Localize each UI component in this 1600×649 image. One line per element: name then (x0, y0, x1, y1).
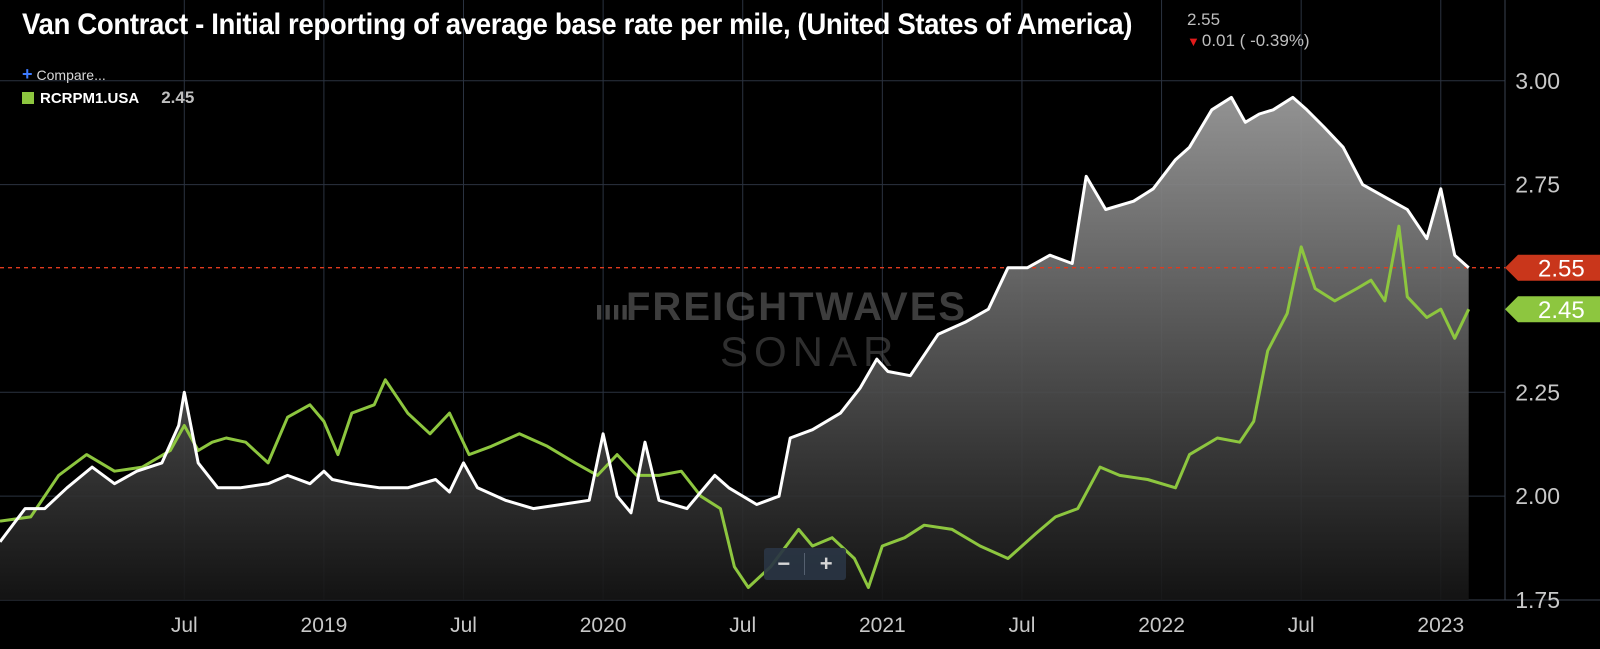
x-tick-label: Jul (450, 614, 477, 637)
x-tick-label: 2020 (580, 614, 627, 637)
zoom-out-button[interactable]: − (777, 551, 791, 576)
legend-item[interactable]: RCRPM1.USA 2.45 (22, 88, 194, 108)
down-arrow-icon: ▼ (1187, 34, 1200, 49)
last-value-flag-van-contract: 2.55 (1505, 254, 1600, 283)
x-tick-label: Jul (171, 614, 198, 637)
zoom-divider (804, 553, 806, 575)
change-indicator: ▼ 0.01 ( -0.39%) (1187, 31, 1310, 51)
flag-label: 2.45 (1538, 297, 1585, 324)
flag-shape (1505, 296, 1600, 323)
flag-label: 2.55 (1538, 256, 1585, 283)
legend-series-value: 2.45 (161, 88, 195, 107)
y-axis-ticks: 1.75 2.00 2.25 2.75 3.00 (1515, 68, 1560, 613)
watermark-line2: SONAR (720, 328, 899, 375)
plus-icon: + (22, 64, 33, 84)
watermark-logo-icon: ▌▌▌▌ (597, 305, 631, 320)
compare-label: Compare... (36, 67, 106, 83)
watermark-line1: FREIGHTWAVES (626, 285, 967, 329)
y-tick-label: 2.75 (1515, 172, 1560, 198)
x-tick-label: 2022 (1138, 614, 1185, 637)
x-tick-label: Jul (1288, 614, 1315, 637)
last-value-labels: 2.55 2.45 (1505, 254, 1600, 324)
watermark: ▌▌▌▌ FREIGHTWAVES SONAR (597, 285, 967, 375)
x-axis-ticks: Jul 2019 Jul 2020 Jul 2021 Jul 2022 Jul 2023 (171, 614, 1464, 637)
x-tick-label: 2021 (859, 614, 906, 637)
y-tick-label: 1.75 (1515, 587, 1560, 613)
y-tick-label: 3.00 (1515, 68, 1560, 94)
legend-series-code: RCRPM1.USA (40, 89, 140, 107)
flag-shape (1505, 254, 1600, 281)
x-tick-label: 2023 (1417, 614, 1464, 637)
x-tick-label: Jul (729, 614, 756, 637)
last-value: 2.55 (1187, 10, 1221, 29)
zoom-in-button[interactable]: + (819, 551, 833, 576)
y-tick-label: 2.00 (1515, 483, 1560, 509)
area-fill (0, 97, 1469, 601)
last-value-flag-rcrpm1: 2.45 (1505, 296, 1600, 324)
chart-title: Van Contract - Initial reporting of aver… (22, 8, 1133, 41)
change-text: 0.01 ( -0.39%) (1201, 31, 1310, 50)
y-tick-label: 2.25 (1515, 379, 1560, 405)
zoom-control: − + (764, 548, 846, 580)
series-lines (0, 95, 1471, 589)
series-line-van-contract (0, 95, 1470, 543)
x-tick-label: Jul (1009, 614, 1036, 637)
x-tick-label: 2019 (301, 614, 348, 637)
legend-swatch (22, 92, 34, 104)
series-line-rcrpm1 (0, 224, 1471, 589)
compare-button[interactable]: + Compare... (22, 64, 106, 85)
